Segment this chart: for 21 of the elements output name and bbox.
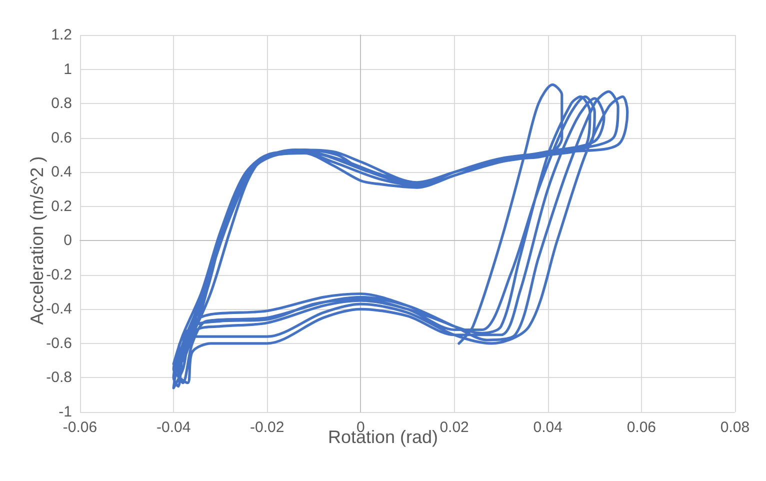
y-tick-label: -0.4 — [46, 300, 72, 318]
y-tick-label: 0.8 — [51, 95, 72, 112]
y-tick-label: 0.6 — [51, 129, 72, 146]
y-tick-label: 1 — [64, 60, 72, 78]
y-tick-label: -1 — [58, 404, 72, 420]
x-tick-label: 0.08 — [720, 419, 750, 436]
y-tick-label: 0.4 — [51, 164, 72, 181]
y-tick-label: 0 — [64, 232, 72, 250]
x-tick-label: -0.06 — [62, 419, 98, 436]
x-tick-label: 0.02 — [440, 419, 469, 436]
x-tick-label: 0.06 — [626, 419, 656, 436]
line-series — [172, 83, 629, 390]
x-tick-label: -0.02 — [250, 419, 284, 436]
x-tick-label: 0.04 — [533, 419, 562, 436]
y-tick-label: 0.2 — [51, 198, 72, 215]
y-axis-title: Acceleration (m/s^2 ) — [27, 156, 47, 325]
y-tick-label: -0.2 — [46, 266, 72, 284]
y-tick-label: 1.2 — [51, 26, 72, 44]
x-tick-label: -0.04 — [156, 419, 191, 436]
y-tick-label: -0.6 — [46, 334, 72, 352]
y-tick-label: -0.8 — [46, 369, 72, 386]
